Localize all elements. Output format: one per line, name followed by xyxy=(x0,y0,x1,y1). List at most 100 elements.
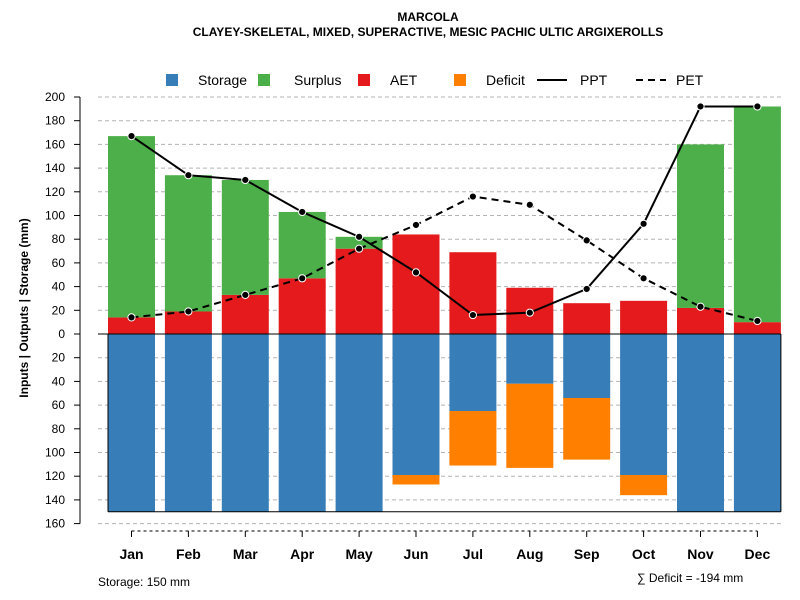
storage-bar xyxy=(392,334,440,476)
surplus-bar xyxy=(733,106,781,323)
aet-bar xyxy=(335,248,383,334)
aet-bar xyxy=(164,311,212,334)
ppt-point xyxy=(525,308,534,317)
y-tick-label: 20 xyxy=(52,303,66,317)
y-tick-label: 100 xyxy=(45,209,65,223)
deficit-bar xyxy=(392,475,440,485)
deficit-bar xyxy=(506,383,554,468)
surplus-bar xyxy=(278,211,326,279)
x-tick-label: Nov xyxy=(687,546,714,562)
ppt-point xyxy=(184,171,193,180)
y-tick-label: 160 xyxy=(45,137,65,151)
storage-bar xyxy=(164,334,212,512)
pet-point xyxy=(411,220,421,230)
surplus-bar xyxy=(164,175,212,312)
pet-point xyxy=(525,200,534,209)
x-tick-label: May xyxy=(345,546,372,562)
storage-bar xyxy=(221,334,269,512)
deficit-bar xyxy=(563,397,611,460)
surplus-bar xyxy=(108,136,155,318)
pet-point xyxy=(184,307,193,316)
pet-line xyxy=(131,195,758,322)
legend-label: Storage xyxy=(198,72,247,88)
ppt-point xyxy=(411,268,421,277)
y-tick-label: 20 xyxy=(52,351,66,365)
y-tick-label: 80 xyxy=(52,422,66,436)
y-tick-label: 140 xyxy=(45,493,65,507)
y-tick-label: 60 xyxy=(52,256,66,270)
y-tick-label: 200 xyxy=(45,90,65,104)
pet-point xyxy=(355,244,364,253)
y-tick-label: 120 xyxy=(45,469,65,483)
legend-swatch xyxy=(358,74,370,86)
storage-bar xyxy=(449,334,497,412)
pet-point xyxy=(582,236,591,245)
pet-point xyxy=(639,274,648,283)
x-tick-label: Oct xyxy=(632,546,656,562)
ppt-point xyxy=(582,284,591,294)
x-axis: Jan Feb Mar Apr May Jun Jul Aug Sep Oct Nov Dec xyxy=(119,530,771,562)
surplus-bar xyxy=(677,144,724,308)
x-tick-label: Jun xyxy=(404,546,429,562)
pet-point xyxy=(753,316,762,326)
x-tick-label: Dec xyxy=(745,546,771,562)
legend-label: Surplus xyxy=(294,72,341,88)
chart-title: MARCOLA xyxy=(397,10,459,24)
ppt-point xyxy=(753,102,762,111)
x-tick-label: Jan xyxy=(119,546,143,562)
y-axis-label: Inputs | Outputs | Storage (mm) xyxy=(17,218,31,397)
aet-bar xyxy=(221,294,269,334)
x-tick-label: Feb xyxy=(176,546,201,562)
deficit-bar xyxy=(449,411,497,466)
y-tick-label: 40 xyxy=(52,280,66,294)
y-tick-label: 120 xyxy=(45,185,65,199)
deficit-note: ∑ Deficit = -194 mm xyxy=(637,571,743,585)
ppt-point xyxy=(241,175,250,185)
storage-bar xyxy=(335,334,383,512)
legend-swatch xyxy=(454,74,466,86)
aet-bar xyxy=(278,278,326,334)
y-tick-label: 40 xyxy=(52,374,66,388)
ppt-point xyxy=(355,232,364,241)
ppt-point xyxy=(468,310,477,320)
ppt-line xyxy=(130,105,758,317)
legend-label: AET xyxy=(390,72,418,88)
pet-point xyxy=(127,313,136,322)
legend-label: Deficit xyxy=(486,72,525,88)
y-axis: 2001801601401201008060402002040608010012… xyxy=(45,90,81,531)
aet-bar xyxy=(108,317,155,334)
aet-bar xyxy=(677,307,724,334)
legend-label: PET xyxy=(676,72,704,88)
storage-bar xyxy=(677,334,724,512)
storage-bar xyxy=(733,334,781,512)
legend-label: PPT xyxy=(580,72,608,88)
pet-point xyxy=(468,192,477,201)
aet-bar xyxy=(563,303,611,334)
legend: Storage Surplus AET Deficit PPT PET xyxy=(166,72,704,88)
chart-subtitle: CLAYEY-SKELETAL, MIXED, SUPERACTIVE, MES… xyxy=(193,25,663,39)
storage-bar xyxy=(563,334,611,398)
pet-point xyxy=(298,274,307,283)
x-tick-label: Apr xyxy=(290,546,315,562)
ppt-point xyxy=(298,207,307,217)
deficit-bar xyxy=(620,475,668,496)
series-lines xyxy=(127,102,762,326)
legend-swatch xyxy=(166,74,178,86)
y-tick-label: 80 xyxy=(52,232,66,246)
ppt-point xyxy=(639,219,648,228)
y-tick-label: 160 xyxy=(45,517,65,531)
storage-bar xyxy=(506,334,554,384)
surplus-bar xyxy=(221,179,269,295)
ppt-point xyxy=(127,132,136,141)
aet-bar xyxy=(449,252,497,334)
storage-note: Storage: 150 mm xyxy=(98,575,190,589)
gridlines xyxy=(98,96,782,525)
x-tick-label: Mar xyxy=(233,546,258,562)
storage-bar xyxy=(108,334,155,512)
x-tick-label: Aug xyxy=(516,546,543,562)
aet-bar xyxy=(620,300,668,334)
x-tick-label: Sep xyxy=(574,546,600,562)
bars xyxy=(98,106,782,513)
storage-bar xyxy=(620,334,668,476)
